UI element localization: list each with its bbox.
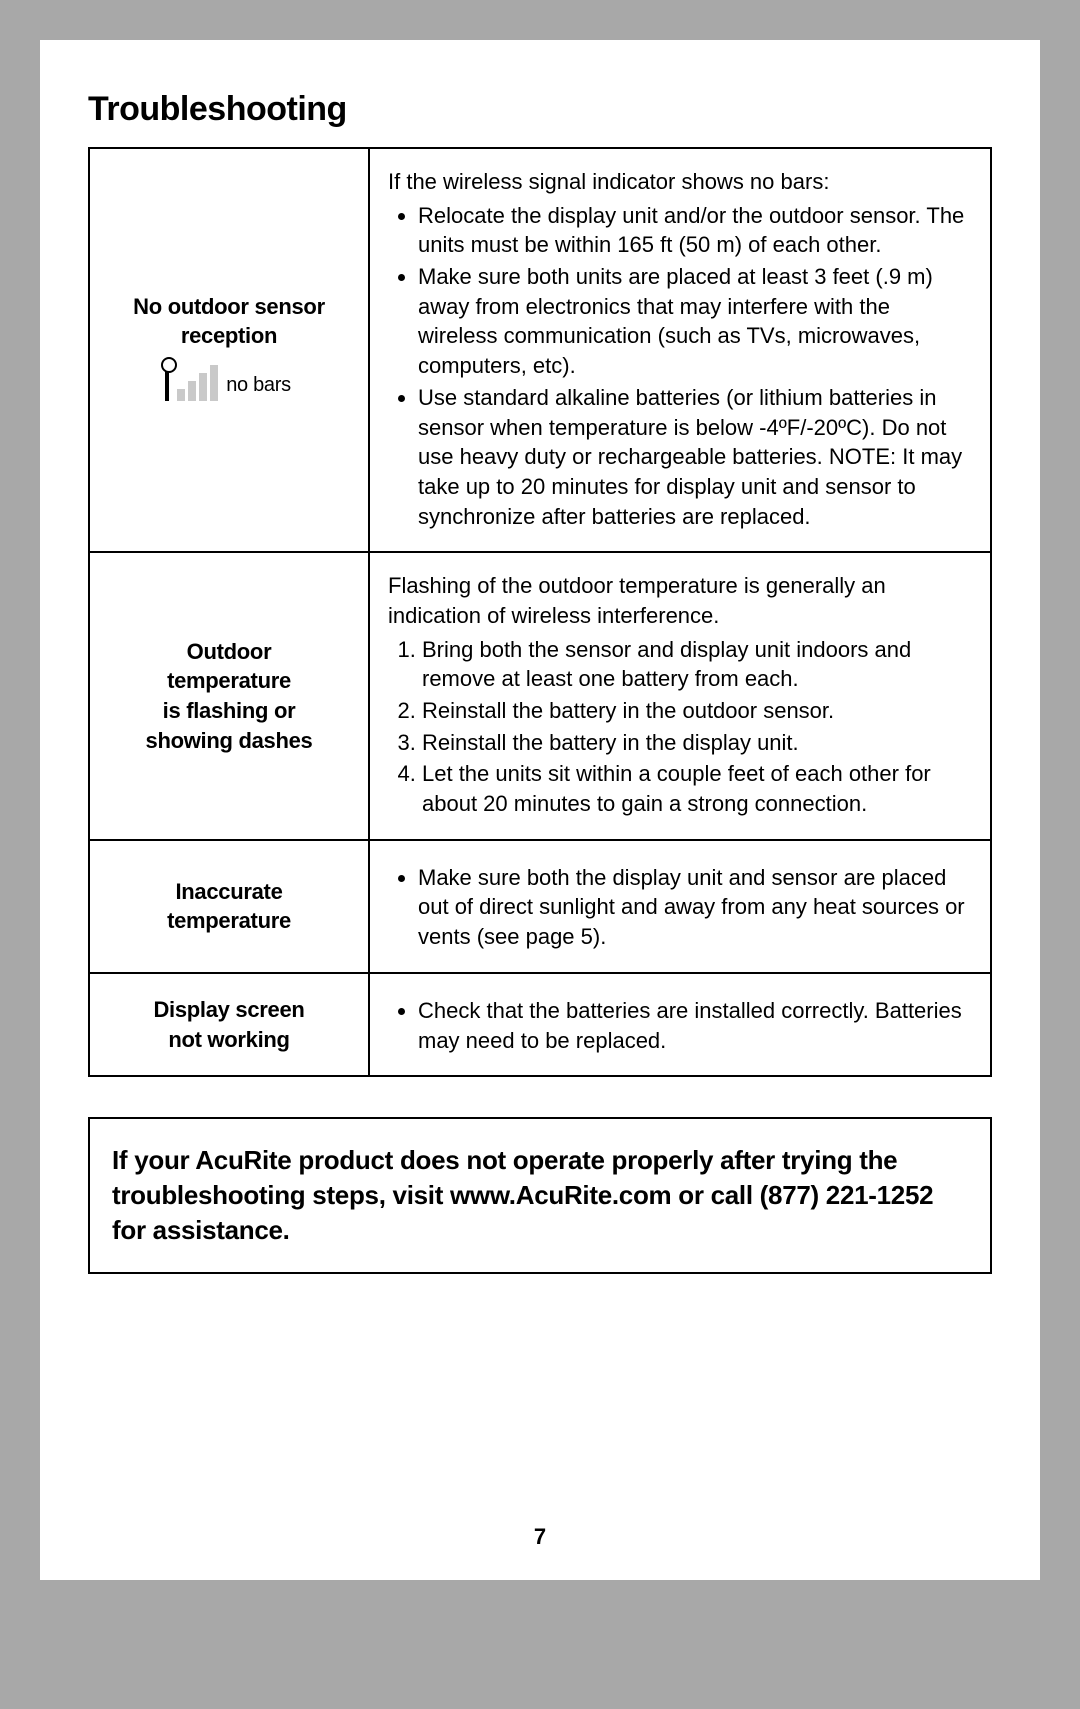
- troubleshooting-table: No outdoor sensor reception no bars If t…: [88, 147, 992, 1077]
- solution-cell: Flashing of the outdoor temperature is g…: [369, 552, 991, 840]
- problem-cell: Outdoor temperature is flashing or showi…: [89, 552, 369, 840]
- signal-label: no bars: [226, 372, 291, 401]
- list-item: Reinstall the battery in the display uni…: [422, 728, 972, 758]
- problem-line: Inaccurate: [175, 879, 282, 904]
- list-item: Bring both the sensor and display unit i…: [422, 635, 972, 694]
- problem-line: temperature: [167, 668, 291, 693]
- problem-line: Display screen: [153, 997, 304, 1022]
- list-item: Check that the batteries are installed c…: [418, 996, 972, 1055]
- problem-line: Outdoor: [187, 639, 272, 664]
- list-item: Make sure both the display unit and sens…: [418, 863, 972, 952]
- solution-cell: Make sure both the display unit and sens…: [369, 840, 991, 973]
- problem-line: is flashing or: [163, 698, 296, 723]
- list-item: Make sure both units are placed at least…: [418, 262, 972, 381]
- table-row: Display screen not working Check that th…: [89, 973, 991, 1076]
- solution-list: Check that the batteries are installed c…: [388, 996, 972, 1055]
- solution-cell: If the wireless signal indicator shows n…: [369, 148, 991, 552]
- problem-cell: No outdoor sensor reception no bars: [89, 148, 369, 552]
- table-row: Inaccurate temperature Make sure both th…: [89, 840, 991, 973]
- table-row: No outdoor sensor reception no bars If t…: [89, 148, 991, 552]
- signal-bars-icon: [167, 365, 218, 401]
- problem-line: temperature: [167, 908, 291, 933]
- solution-intro: If the wireless signal indicator shows n…: [388, 167, 972, 197]
- document-page: Troubleshooting No outdoor sensor recept…: [40, 40, 1040, 1580]
- table-row: Outdoor temperature is flashing or showi…: [89, 552, 991, 840]
- problem-cell: Inaccurate temperature: [89, 840, 369, 973]
- signal-indicator: no bars: [167, 365, 291, 401]
- list-item: Reinstall the battery in the outdoor sen…: [422, 696, 972, 726]
- list-item: Use standard alkaline batteries (or lith…: [418, 383, 972, 531]
- problem-text: No outdoor sensor reception: [108, 292, 350, 351]
- solution-list: Bring both the sensor and display unit i…: [388, 635, 972, 819]
- list-item: Let the units sit within a couple feet o…: [422, 759, 972, 818]
- problem-line: reception: [181, 323, 277, 348]
- problem-line: not working: [168, 1027, 289, 1052]
- page-number: 7: [40, 1524, 1040, 1550]
- notice-box: If your AcuRite product does not operate…: [88, 1117, 992, 1274]
- problem-line: No outdoor sensor: [133, 294, 325, 319]
- solution-cell: Check that the batteries are installed c…: [369, 973, 991, 1076]
- problem-line: showing dashes: [146, 728, 313, 753]
- solution-intro: Flashing of the outdoor temperature is g…: [388, 571, 972, 630]
- list-item: Relocate the display unit and/or the out…: [418, 201, 972, 260]
- solution-list: Relocate the display unit and/or the out…: [388, 201, 972, 532]
- problem-cell: Display screen not working: [89, 973, 369, 1076]
- solution-list: Make sure both the display unit and sens…: [388, 863, 972, 952]
- page-title: Troubleshooting: [88, 90, 992, 129]
